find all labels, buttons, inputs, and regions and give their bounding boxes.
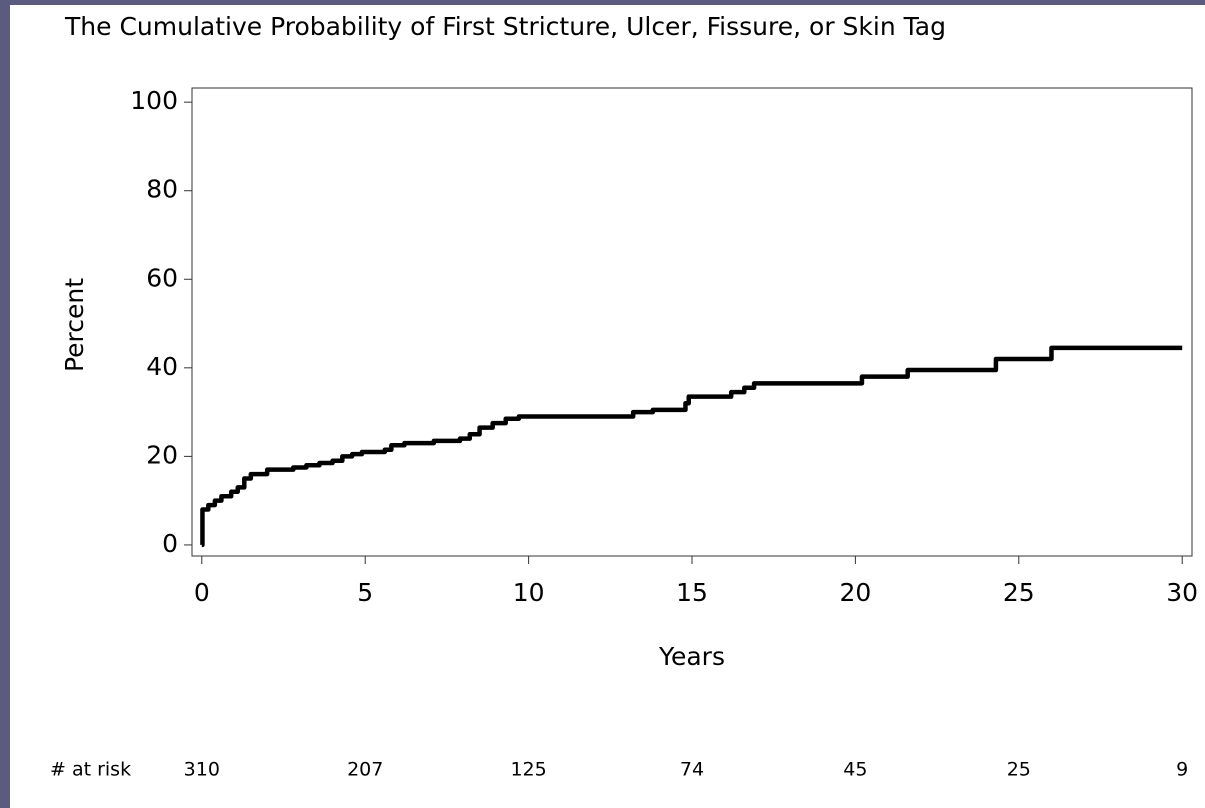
y-axis-label: Percent [60, 278, 89, 372]
y-tick-label: 60 [146, 263, 178, 292]
x-tick-label: 30 [1166, 578, 1198, 607]
y-tick-label: 20 [146, 440, 178, 469]
x-axis-label: Years [658, 642, 725, 671]
y-tick-label: 100 [130, 86, 178, 115]
x-tick-label: 15 [676, 578, 708, 607]
y-tick-label: 40 [146, 352, 178, 381]
y-tick-label: 0 [162, 529, 178, 558]
y-tick-label: 80 [146, 175, 178, 204]
at-risk-label: # at risk [50, 759, 131, 781]
at-risk-value: 25 [1007, 759, 1031, 781]
at-risk-value: 207 [347, 759, 383, 781]
x-tick-label: 25 [1003, 578, 1035, 607]
background [10, 5, 1205, 808]
chart-title: The Cumulative Probability of First Stri… [64, 12, 946, 41]
x-tick-label: 5 [357, 578, 373, 607]
x-tick-label: 20 [839, 578, 871, 607]
at-risk-value: 74 [680, 759, 704, 781]
step-line [200, 345, 1183, 548]
at-risk-value: 9 [1176, 759, 1188, 781]
x-tick-label: 0 [194, 578, 210, 607]
x-tick-label: 10 [513, 578, 545, 607]
at-risk-value: 45 [843, 759, 867, 781]
at-risk-value: 125 [510, 759, 546, 781]
at-risk-value: 310 [184, 759, 220, 781]
